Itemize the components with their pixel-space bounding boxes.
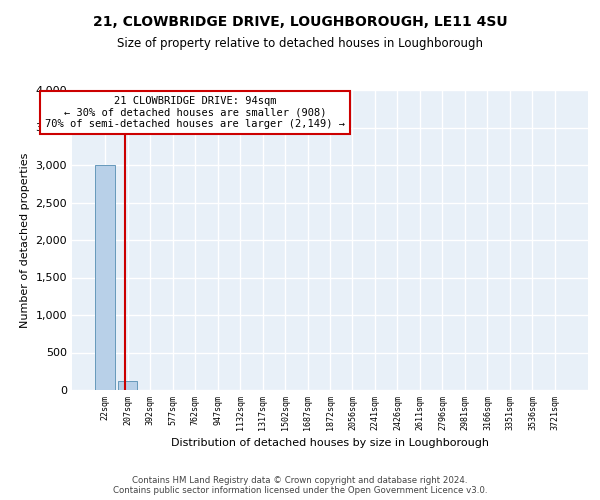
Text: Contains HM Land Registry data © Crown copyright and database right 2024.
Contai: Contains HM Land Registry data © Crown c… [113,476,487,495]
X-axis label: Distribution of detached houses by size in Loughborough: Distribution of detached houses by size … [171,438,489,448]
Text: Size of property relative to detached houses in Loughborough: Size of property relative to detached ho… [117,38,483,51]
Bar [95,165,115,390]
Text: 21, CLOWBRIDGE DRIVE, LOUGHBOROUGH, LE11 4SU: 21, CLOWBRIDGE DRIVE, LOUGHBOROUGH, LE11… [92,15,508,29]
Text: 21 CLOWBRIDGE DRIVE: 94sqm
← 30% of detached houses are smaller (908)
70% of sem: 21 CLOWBRIDGE DRIVE: 94sqm ← 30% of deta… [45,96,345,129]
Y-axis label: Number of detached properties: Number of detached properties [20,152,30,328]
Bar [118,381,137,390]
